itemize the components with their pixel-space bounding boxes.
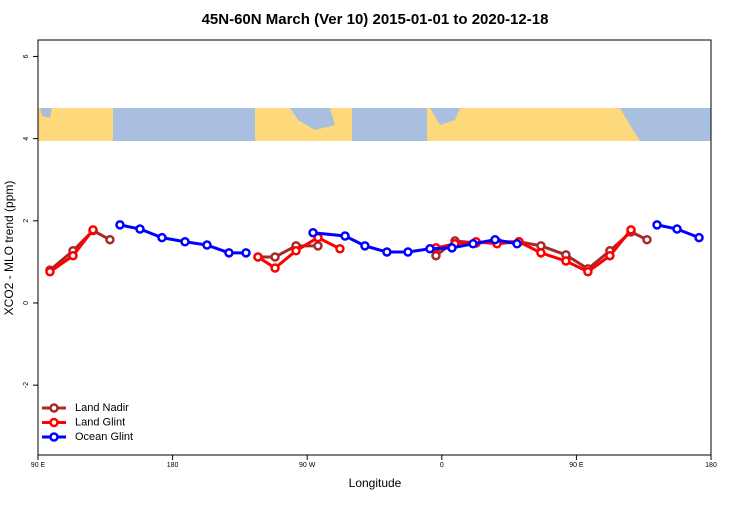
y-tick-label: 6 — [23, 54, 30, 58]
data-point — [335, 243, 345, 254]
plot-frame — [37, 39, 712, 456]
x-tick-label: 180 — [167, 462, 179, 469]
data-point — [360, 241, 370, 251]
x-tick-label: 0 — [440, 462, 444, 469]
legend: Land Nadir Land Glint Ocean Glint — [42, 402, 133, 443]
y-tick-label: -2 — [23, 382, 30, 388]
data-point — [88, 225, 98, 235]
y-tick-label: 0 — [23, 301, 30, 305]
data-point — [642, 234, 652, 245]
y-tick-label: 2 — [23, 219, 30, 223]
legend-marker — [49, 417, 59, 428]
legend-marker — [49, 403, 59, 413]
data-point — [403, 247, 413, 257]
data-point — [253, 252, 263, 262]
legend-label: Land Nadir — [75, 402, 129, 414]
data-point — [490, 234, 500, 245]
data-point — [468, 239, 478, 249]
data-point — [626, 225, 636, 235]
x-axis-label: Longitude — [349, 476, 402, 490]
y-tick-label: 4 — [23, 137, 30, 141]
data-point — [652, 220, 662, 230]
legend-marker — [49, 432, 59, 442]
data-point — [605, 250, 615, 261]
data-point — [241, 248, 251, 258]
data-point — [291, 246, 301, 256]
data-point — [561, 256, 571, 266]
x-tick-label: 90 E — [569, 462, 584, 469]
data-point — [202, 240, 212, 250]
data-point — [425, 243, 435, 254]
data-point — [270, 263, 280, 273]
legend-label: Land Glint — [75, 416, 125, 428]
data-point — [115, 220, 125, 230]
data-point — [382, 247, 392, 257]
data-point — [512, 239, 522, 249]
data-point — [340, 231, 350, 241]
data-point — [313, 241, 323, 251]
data-point — [583, 266, 593, 277]
data-point — [180, 236, 190, 247]
chart-title: 45N-60N March (Ver 10) 2015-01-01 to 202… — [202, 11, 549, 28]
data-point — [672, 224, 682, 234]
data-point — [694, 232, 704, 243]
data-point — [447, 243, 457, 253]
y-axis-label: XCO2 - MLO trend (ppm) — [2, 181, 16, 316]
data-point — [135, 224, 145, 234]
data-point — [68, 250, 78, 261]
x-tick-label: 180 — [705, 462, 717, 469]
data-point — [157, 232, 167, 243]
data-point — [270, 252, 280, 262]
legend-label: Ocean Glint — [75, 431, 133, 443]
x-tick-label: 90 W — [299, 462, 316, 469]
data-point — [45, 266, 55, 277]
data-point — [536, 248, 546, 258]
data-point — [431, 250, 441, 261]
data-point — [105, 234, 115, 245]
map-band — [38, 108, 711, 141]
data-point — [308, 227, 318, 238]
data-point — [224, 248, 234, 258]
x-tick-label: 90 E — [31, 462, 46, 469]
